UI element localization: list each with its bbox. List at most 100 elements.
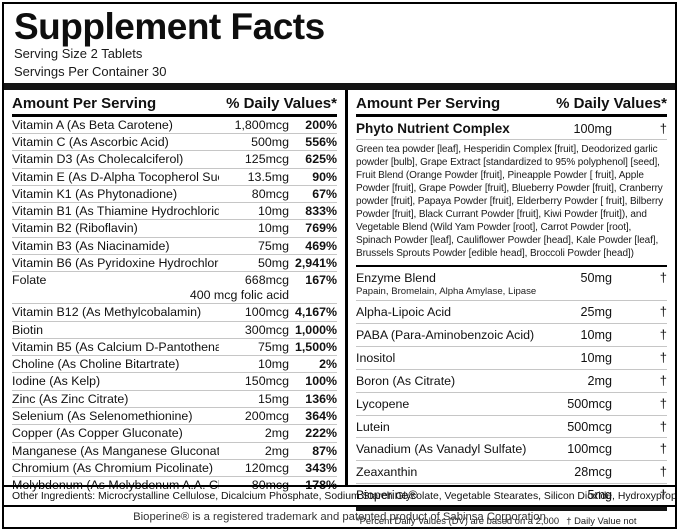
- nutrient-name: Vanadium (As Vanadyl Sulfate): [356, 442, 527, 457]
- nutrient-row-main: Lycopene 500mcg †: [356, 395, 667, 412]
- right-column-header: Amount Per Serving % Daily Values*: [356, 90, 667, 117]
- nutrient-name: Vitamin K1 (As Phytonadione): [12, 186, 178, 201]
- nutrient-row: Zeaxanthin 28mcg †: [356, 461, 667, 485]
- nutrient-name: Folate: [12, 273, 47, 288]
- nutrient-daily-value: †: [659, 441, 667, 457]
- nutrient-name: Lutein: [356, 419, 390, 434]
- nutrient-daily-value: †: [659, 464, 667, 480]
- nutrient-daily-value: 769%: [305, 221, 337, 236]
- left-panel: Amount Per Serving % Daily Values* Vitam…: [4, 89, 348, 492]
- nutrient-daily-value: †: [659, 326, 667, 342]
- serving-size: Serving Size 2 Tablets: [14, 46, 143, 61]
- nutrient-row-main: Vitamin K1 (As Phytonadione) 80mcg 67%: [12, 187, 337, 201]
- nutrient-name: Manganese (As Manganese Gluconate): [12, 443, 219, 458]
- nutrient-name: Vitamin C (As Ascorbic Acid): [12, 135, 169, 150]
- nutrient-name: Vitamin B2 (Riboflavin): [12, 221, 138, 236]
- nutrient-amount: 75mg: [258, 238, 289, 253]
- footnote-daily-values: *Percent Daily Values (DV) are based on …: [356, 515, 560, 527]
- nutrient-row: Zinc (As Zinc Citrate) 15mg 136%: [12, 391, 337, 408]
- nutrient-amount: 500mcg: [567, 419, 612, 434]
- nutrient-amount: 2mg: [264, 426, 289, 441]
- right-panel: Amount Per Serving % Daily Values* Phyto…: [348, 90, 675, 527]
- phyto-complex-description: Green tea powder [leaf], Hesperidin Comp…: [356, 140, 667, 267]
- nutrient-row-main: Enzyme Blend 50mg †: [356, 269, 667, 286]
- phyto-nutrient-complex-row: Phyto Nutrient Complex 100mg †: [356, 117, 667, 140]
- nutrient-amount: 668mcg: [244, 273, 289, 288]
- nutrient-daily-value: †: [659, 418, 667, 434]
- nutrient-daily-value: 100%: [305, 374, 337, 389]
- nutrient-name: Vitamin A (As Beta Carotene): [12, 117, 173, 132]
- nutrient-row-main: Vanadium (As Vanadyl Sulfate) 100mcg †: [356, 442, 667, 457]
- nutrient-row-main: Folate 668mcg 167%: [12, 273, 337, 287]
- nutrient-row: Copper (As Copper Gluconate) 2mg 222%: [12, 425, 337, 443]
- nutrient-row-main: Vitamin A (As Beta Carotene) 1,800mcg 20…: [12, 118, 337, 132]
- nutrient-row-main: Choline (As Choline Bitartrate) 10mg 2%: [12, 357, 337, 371]
- nutrient-amount: 100mcg: [567, 442, 612, 457]
- nutrient-name: Chromium (As Chromium Picolinate): [12, 460, 214, 475]
- nutrient-daily-value: 343%: [305, 460, 337, 475]
- nutrient-row: Vitamin D3 (As Cholecalciferol) 125mcg 6…: [12, 151, 337, 169]
- nutrient-daily-value: 167%: [305, 273, 337, 288]
- nutrient-name: Vitamin B3 (As Niacinamide): [12, 238, 170, 253]
- nutrient-amount: 500mg: [251, 135, 289, 150]
- phyto-complex-daily-value: †: [659, 120, 667, 136]
- nutrient-row-main: Vitamin B12 (As Methylcobalamin) 100mcg …: [12, 305, 337, 319]
- right-col-dv-heading: % Daily Values*: [556, 94, 667, 112]
- nutrient-amount: 300mcg: [244, 322, 289, 337]
- nutrient-daily-value: †: [659, 487, 667, 503]
- nutrient-daily-value: †: [659, 395, 667, 411]
- label-title: Supplement Facts: [14, 6, 325, 47]
- nutrient-amount: 75mg: [258, 339, 289, 354]
- nutrient-amount: 50mg: [580, 270, 612, 285]
- nutrient-row: Vitamin B1 (As Thiamine Hydrochloride) 1…: [12, 203, 337, 221]
- left-col-amount-heading: Amount Per Serving: [12, 94, 157, 112]
- left-column-header: Amount Per Serving % Daily Values*: [12, 90, 337, 117]
- label-header: Supplement Facts Serving Size 2 Tablets …: [4, 4, 675, 83]
- nutrient-row-main: Bioperine® 5mg †: [356, 487, 667, 503]
- nutrient-amount: 125mcg: [244, 152, 289, 167]
- other-ingredients: Other Ingredients: Microcrystalline Cell…: [4, 485, 675, 505]
- nutrient-amount: 100mcg: [244, 305, 289, 320]
- trademark-notice: Bioperine® is a registered trademark and…: [4, 505, 675, 527]
- nutrient-amount: 150mcg: [244, 374, 289, 389]
- nutrient-amount: 5mg: [587, 488, 613, 503]
- servings-per-container: Servings Per Container 30: [14, 63, 167, 79]
- nutrient-name: Copper (As Copper Gluconate): [12, 426, 183, 441]
- nutrient-row-main: Zeaxanthin 28mcg †: [356, 464, 667, 480]
- nutrient-name: Selenium (As Selenomethionine): [12, 409, 193, 423]
- nutrient-amount: 10mg: [258, 357, 289, 372]
- nutrient-daily-value: †: [659, 349, 667, 365]
- nutrient-daily-value: †: [659, 269, 667, 285]
- nutrient-row: Vanadium (As Vanadyl Sulfate) 100mcg †: [356, 438, 667, 462]
- nutrient-row: Folate 668mcg 167% 400 mcg folic acid: [12, 272, 337, 305]
- left-nutrient-rows: Vitamin A (As Beta Carotene) 1,800mcg 20…: [12, 117, 337, 492]
- nutrient-daily-value: 2%: [319, 357, 337, 372]
- columns: Amount Per Serving % Daily Values* Vitam…: [4, 89, 675, 527]
- nutrient-row: Boron (As Citrate) 2mg †: [356, 370, 667, 393]
- nutrient-row: PABA (Para-Aminobenzoic Acid) 10mg †: [356, 324, 667, 347]
- nutrient-name: Choline (As Choline Bitartrate): [12, 357, 180, 372]
- nutrient-amount: 80mcg: [251, 186, 289, 201]
- nutrient-row: Vitamin E (As D-Alpha Tocopherol Succina…: [12, 169, 337, 186]
- nutrient-daily-value: 222%: [305, 426, 337, 441]
- nutrient-row-main: Zinc (As Zinc Citrate) 15mg 136%: [12, 392, 337, 406]
- nutrient-name: Zinc (As Zinc Citrate): [12, 391, 129, 406]
- nutrient-row: Vitamin B2 (Riboflavin) 10mg 769%: [12, 220, 337, 238]
- nutrient-row-main: Boron (As Citrate) 2mg †: [356, 373, 667, 389]
- right-nutrient-rows: Enzyme Blend 50mg † Papain, Bromelain, A…: [356, 267, 667, 506]
- nutrient-row-main: Vitamin C (As Ascorbic Acid) 500mg 556%: [12, 135, 337, 149]
- nutrient-name: Vitamin D3 (As Cholecalciferol): [12, 152, 184, 167]
- nutrient-daily-value: †: [659, 303, 667, 319]
- nutrient-amount: 200mcg: [244, 409, 289, 423]
- footnote-dagger: † Daily Value not established: [566, 515, 637, 527]
- nutrient-row: Choline (As Choline Bitartrate) 10mg 2%: [12, 356, 337, 374]
- nutrient-row: Vitamin B12 (As Methylcobalamin) 100mcg …: [12, 304, 337, 322]
- nutrient-name: Zeaxanthin: [356, 465, 418, 480]
- nutrient-amount: 2mg: [587, 373, 613, 388]
- nutrient-name: Alpha-Lipoic Acid: [356, 304, 452, 319]
- phyto-complex-name: Phyto Nutrient Complex: [356, 120, 510, 136]
- nutrient-row-main: Chromium (As Chromium Picolinate) 120mcg…: [12, 461, 337, 475]
- nutrient-row: Manganese (As Manganese Gluconate) 2mg 8…: [12, 443, 337, 460]
- nutrient-daily-value: 200%: [305, 117, 337, 132]
- nutrient-row: Enzyme Blend 50mg † Papain, Bromelain, A…: [356, 267, 667, 301]
